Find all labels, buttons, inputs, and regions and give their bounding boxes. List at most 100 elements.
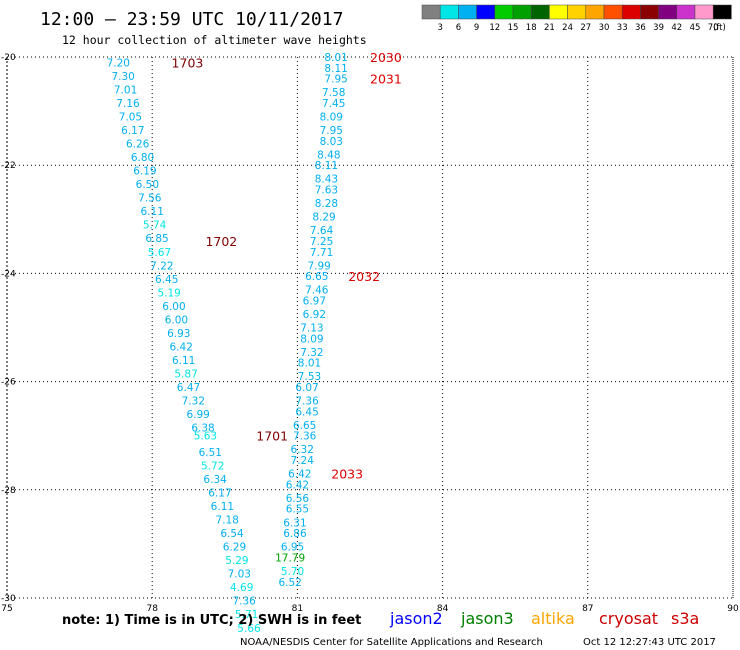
satellite-legend: jason2 jason3 altika cryosat s3a [389,609,699,628]
wave-height-point: 5.19 [157,287,180,299]
wave-height-point: 6.45 [295,406,318,418]
pass-time-label: 2033 [331,467,363,482]
legend-item: altika [531,609,575,628]
wave-height-point: 6.17 [208,488,231,500]
wave-height-point: 7.05 [119,112,142,124]
wave-height-point: 6.45 [155,274,178,286]
wave-height-point: 7.36 [295,396,319,408]
wave-height-point: 6.86 [283,528,307,540]
wave-height-point: 7.63 [315,185,338,197]
wave-height-point: 6.50 [136,179,159,191]
pass-time-label: 2031 [370,72,402,87]
wave-height-point: 7.01 [114,84,137,96]
wave-height-point: 7.53 [298,371,321,383]
wave-height-point: 6.65 [293,420,316,432]
wave-height-point: 7.58 [322,87,345,99]
wave-height-point: 6.54 [220,528,244,540]
color-swatch [530,4,550,20]
wave-height-point: 8.11 [324,63,347,75]
wave-height-point: 7.30 [111,71,134,83]
wave-height-point: 7.46 [305,285,329,297]
x-tick-label: 75 [1,604,12,614]
y-tick-label: -22 [1,161,16,171]
wave-height-point: 5.72 [201,460,224,472]
wave-height-point: 7.36 [293,431,317,443]
wave-height-point: 6.42 [286,479,309,491]
wave-height-point: 5.87 [174,368,197,380]
y-tick-label: -26 [1,378,16,388]
wave-height-point: 6.31 [283,517,306,529]
color-scale-label: 3 [437,23,442,33]
color-scale-label: 21 [544,23,555,33]
wave-height-point: 6.95 [281,542,304,554]
legend-item: s3a [671,609,699,628]
color-swatch [439,4,459,20]
wave-height-point: 5.29 [225,555,248,567]
wave-height-point: 6.34 [203,474,227,486]
wave-height-point: 8.01 [298,358,321,370]
x-tick-label: 87 [582,604,593,614]
wave-height-point: 6.11 [172,355,195,367]
x-tick-label: 81 [292,604,303,614]
color-scale-label: 30 [599,23,610,33]
wave-height-point: 6.80 [131,152,154,164]
color-scale-label: 15 [508,23,519,33]
pass-time-label: 1703 [172,55,204,70]
color-swatch [549,4,568,20]
color-scale-label: 42 [671,23,682,33]
wave-height-point: 8.03 [320,136,343,148]
wave-height-point: 6.11 [141,206,164,218]
wave-height-point: 6.38 [191,423,214,435]
wave-height-point: 7.32 [300,347,323,359]
color-scale-label: 27 [580,23,591,33]
chart-title: 12:00 – 23:59 UTC 10/11/2017 [40,9,343,30]
wave-height-point: 7.24 [291,455,315,467]
wave-height-point: 5.70 [281,566,304,578]
wave-height-point: 8.29 [312,212,335,224]
wave-height-point: 5.71 [235,609,258,621]
color-swatch [567,4,587,20]
wave-height-point: 7.25 [310,236,333,248]
color-scale-label: 33 [617,23,628,33]
wave-height-point: 6.56 [286,493,310,505]
wave-height-point: 6.85 [145,233,168,245]
wave-height-point: 7.95 [324,74,347,86]
wave-height-point: 6.51 [199,447,222,459]
legend-item: jason2 [389,609,443,628]
wave-height-point: 7.45 [322,98,345,110]
pass-time-label: 1701 [256,429,288,444]
wave-height-point: 8.11 [315,160,338,172]
wave-height-point: 7.56 [138,193,162,205]
wave-height-point: 6.55 [286,504,309,516]
color-swatch [585,4,605,20]
wave-height-point: 6.42 [288,469,311,481]
wave-height-point: 8.01 [324,52,347,64]
wave-height-point: 6.97 [303,295,326,307]
y-tick-label: -30 [1,594,16,604]
wave-height-point: 6.92 [303,309,326,321]
wave-height-point: 8.48 [317,149,340,161]
color-swatch [512,4,532,20]
wave-height-point: 6.11 [211,501,234,513]
color-scale-label: 12 [489,23,500,33]
y-tick-label: -28 [1,486,16,496]
wave-height-point: 6.42 [170,341,193,353]
wave-height-point: 6.32 [291,444,314,456]
wave-height-point: 7.32 [182,396,205,408]
color-scale-label: 39 [653,23,664,33]
wave-height-point: 7.95 [320,125,343,137]
wave-height-point: 17.79 [275,552,305,564]
wave-height-point: 6.52 [278,577,301,589]
color-swatch [603,4,623,20]
wave-height-point: 6.93 [167,328,190,340]
pass-time-label: 2030 [370,50,402,65]
data-layer: 7.207.307.017.167.056.176.266.806.196.50… [107,50,402,635]
wave-height-point: 5.67 [148,247,171,259]
footer-timestamp: Oct 12 12:27:43 UTC 2017 [583,637,716,648]
color-swatch [421,4,441,20]
color-scale-label: 24 [562,23,573,33]
wave-height-point: 8.28 [315,198,338,210]
color-scale-label: 45 [690,23,701,33]
